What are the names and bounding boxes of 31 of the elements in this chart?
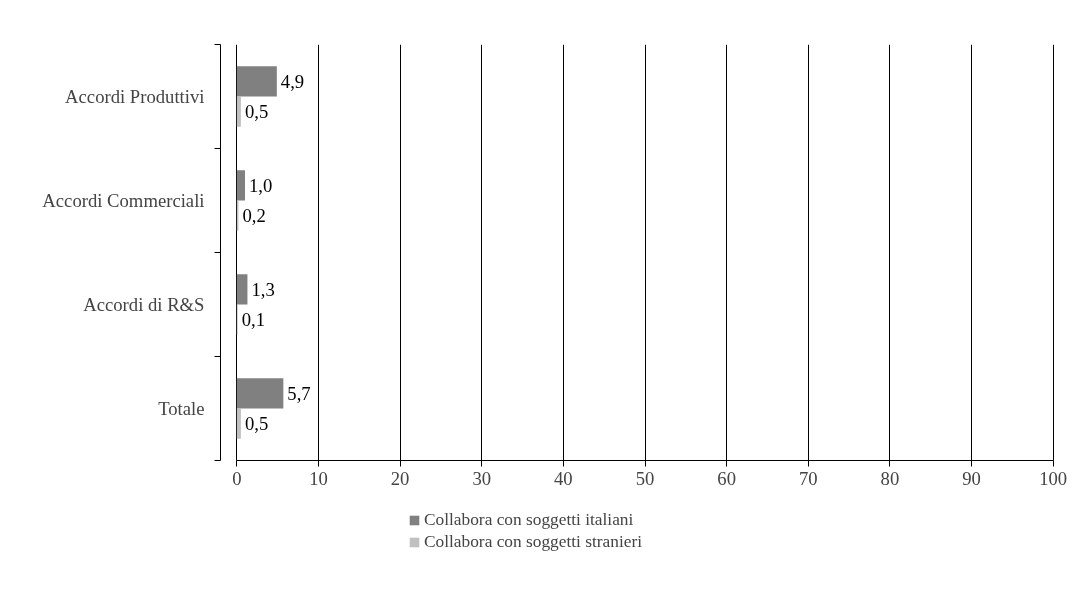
y-tick-label: Totale — [158, 398, 205, 419]
x-tick-label: 70 — [798, 467, 818, 489]
data-label: 0,2 — [242, 205, 266, 227]
data-label: 1,3 — [251, 278, 275, 300]
x-tick-label: 60 — [717, 467, 736, 489]
data-label: 0,5 — [244, 413, 269, 435]
x-tick-label: 50 — [635, 467, 655, 489]
data-label: 1,0 — [248, 174, 273, 196]
x-tick-label: 20 — [390, 467, 410, 489]
y-tick-label: Accordi di R&S — [83, 294, 205, 315]
x-tick-label: 10 — [309, 467, 328, 489]
x-tick-label: 80 — [880, 467, 900, 489]
x-tick-label: 40 — [554, 467, 573, 489]
data-label: 5,7 — [287, 382, 311, 404]
data-label: 0,5 — [244, 101, 269, 123]
bar — [236, 274, 248, 305]
x-tick-label: 100 — [1039, 467, 1068, 489]
data-label: 4,9 — [280, 70, 305, 92]
y-tick-label: Accordi Commerciali — [42, 190, 205, 211]
bar — [236, 170, 245, 201]
y-tick-label: Accordi Produttivi — [65, 86, 205, 107]
data-label: 0,1 — [241, 309, 265, 331]
bar — [236, 96, 241, 127]
bar — [236, 378, 284, 409]
bar — [236, 408, 241, 439]
x-tick-label: 90 — [962, 467, 981, 489]
bar — [236, 66, 277, 97]
legend-label: Collabora con soggetti stranieri — [424, 532, 642, 552]
legend-label: Collabora con soggetti italiani — [424, 510, 634, 530]
x-tick-label: 0 — [232, 467, 242, 489]
x-tick-label: 30 — [472, 467, 492, 489]
